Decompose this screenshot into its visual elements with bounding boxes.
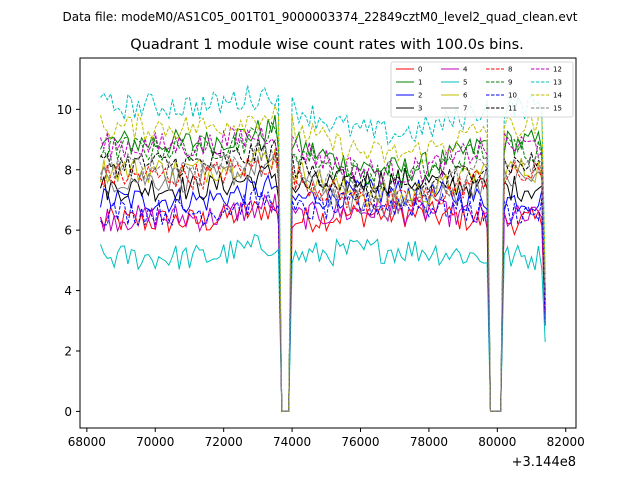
chart-title: Quadrant 1 module wise count rates with …: [130, 37, 524, 53]
y-tick-label: 6: [64, 224, 72, 238]
series-line-4: [100, 193, 546, 412]
legend-label: 12: [553, 66, 562, 74]
legend-label: 0: [418, 66, 422, 74]
x-offset-label: +3.144e8: [512, 455, 576, 470]
y-axis-ticks: 0 2 4 6 8 10: [57, 103, 80, 419]
series-line-9: [100, 121, 546, 412]
series-line-15: [100, 141, 546, 412]
legend-label: 10: [508, 92, 517, 100]
x-tick-label: 82000: [547, 435, 585, 449]
legend-label: 15: [553, 105, 562, 113]
axes-frame: [79, 57, 577, 429]
series-line-5: [100, 233, 546, 412]
y-tick-label: 4: [64, 284, 72, 298]
legend-label: 5: [463, 79, 467, 87]
series-line-7: [100, 150, 546, 412]
y-tick-label: 10: [57, 103, 72, 117]
legend-label: 8: [508, 66, 512, 74]
legend-label: 1: [418, 79, 422, 87]
x-tick-label: 78000: [410, 435, 448, 449]
series-line-8: [100, 152, 546, 412]
legend-label: 4: [463, 66, 468, 74]
legend-label: 3: [418, 105, 422, 113]
y-tick-label: 2: [64, 344, 72, 358]
legend-label: 9: [508, 79, 512, 87]
legend-label: 14: [553, 92, 562, 100]
y-tick-label: 0: [64, 405, 72, 419]
y-tick-label: 8: [64, 163, 72, 177]
suptitle: Data file: modeM0/AS1C05_001T01_90000033…: [62, 10, 577, 24]
legend-label: 2: [418, 92, 422, 100]
x-tick-label: 70000: [136, 435, 174, 449]
x-tick-label: 74000: [273, 435, 311, 449]
series-line-6: [100, 148, 546, 412]
legend-label: 6: [463, 92, 468, 100]
series-line-0: [100, 200, 546, 412]
legend-label: 13: [553, 79, 562, 87]
series-line-10: [100, 187, 546, 412]
legend-label: 7: [463, 105, 467, 113]
x-tick-label: 72000: [205, 435, 243, 449]
plot-series: [100, 85, 546, 412]
series-line-1: [100, 114, 546, 412]
x-tick-label: 80000: [478, 435, 516, 449]
x-tick-label: 68000: [68, 435, 106, 449]
legend-label: 11: [508, 105, 517, 113]
x-axis-ticks: 68000 70000 72000 74000 76000 78000 80000 82000: [68, 428, 585, 449]
series-line-14: [100, 103, 546, 412]
x-tick-label: 76000: [341, 435, 379, 449]
